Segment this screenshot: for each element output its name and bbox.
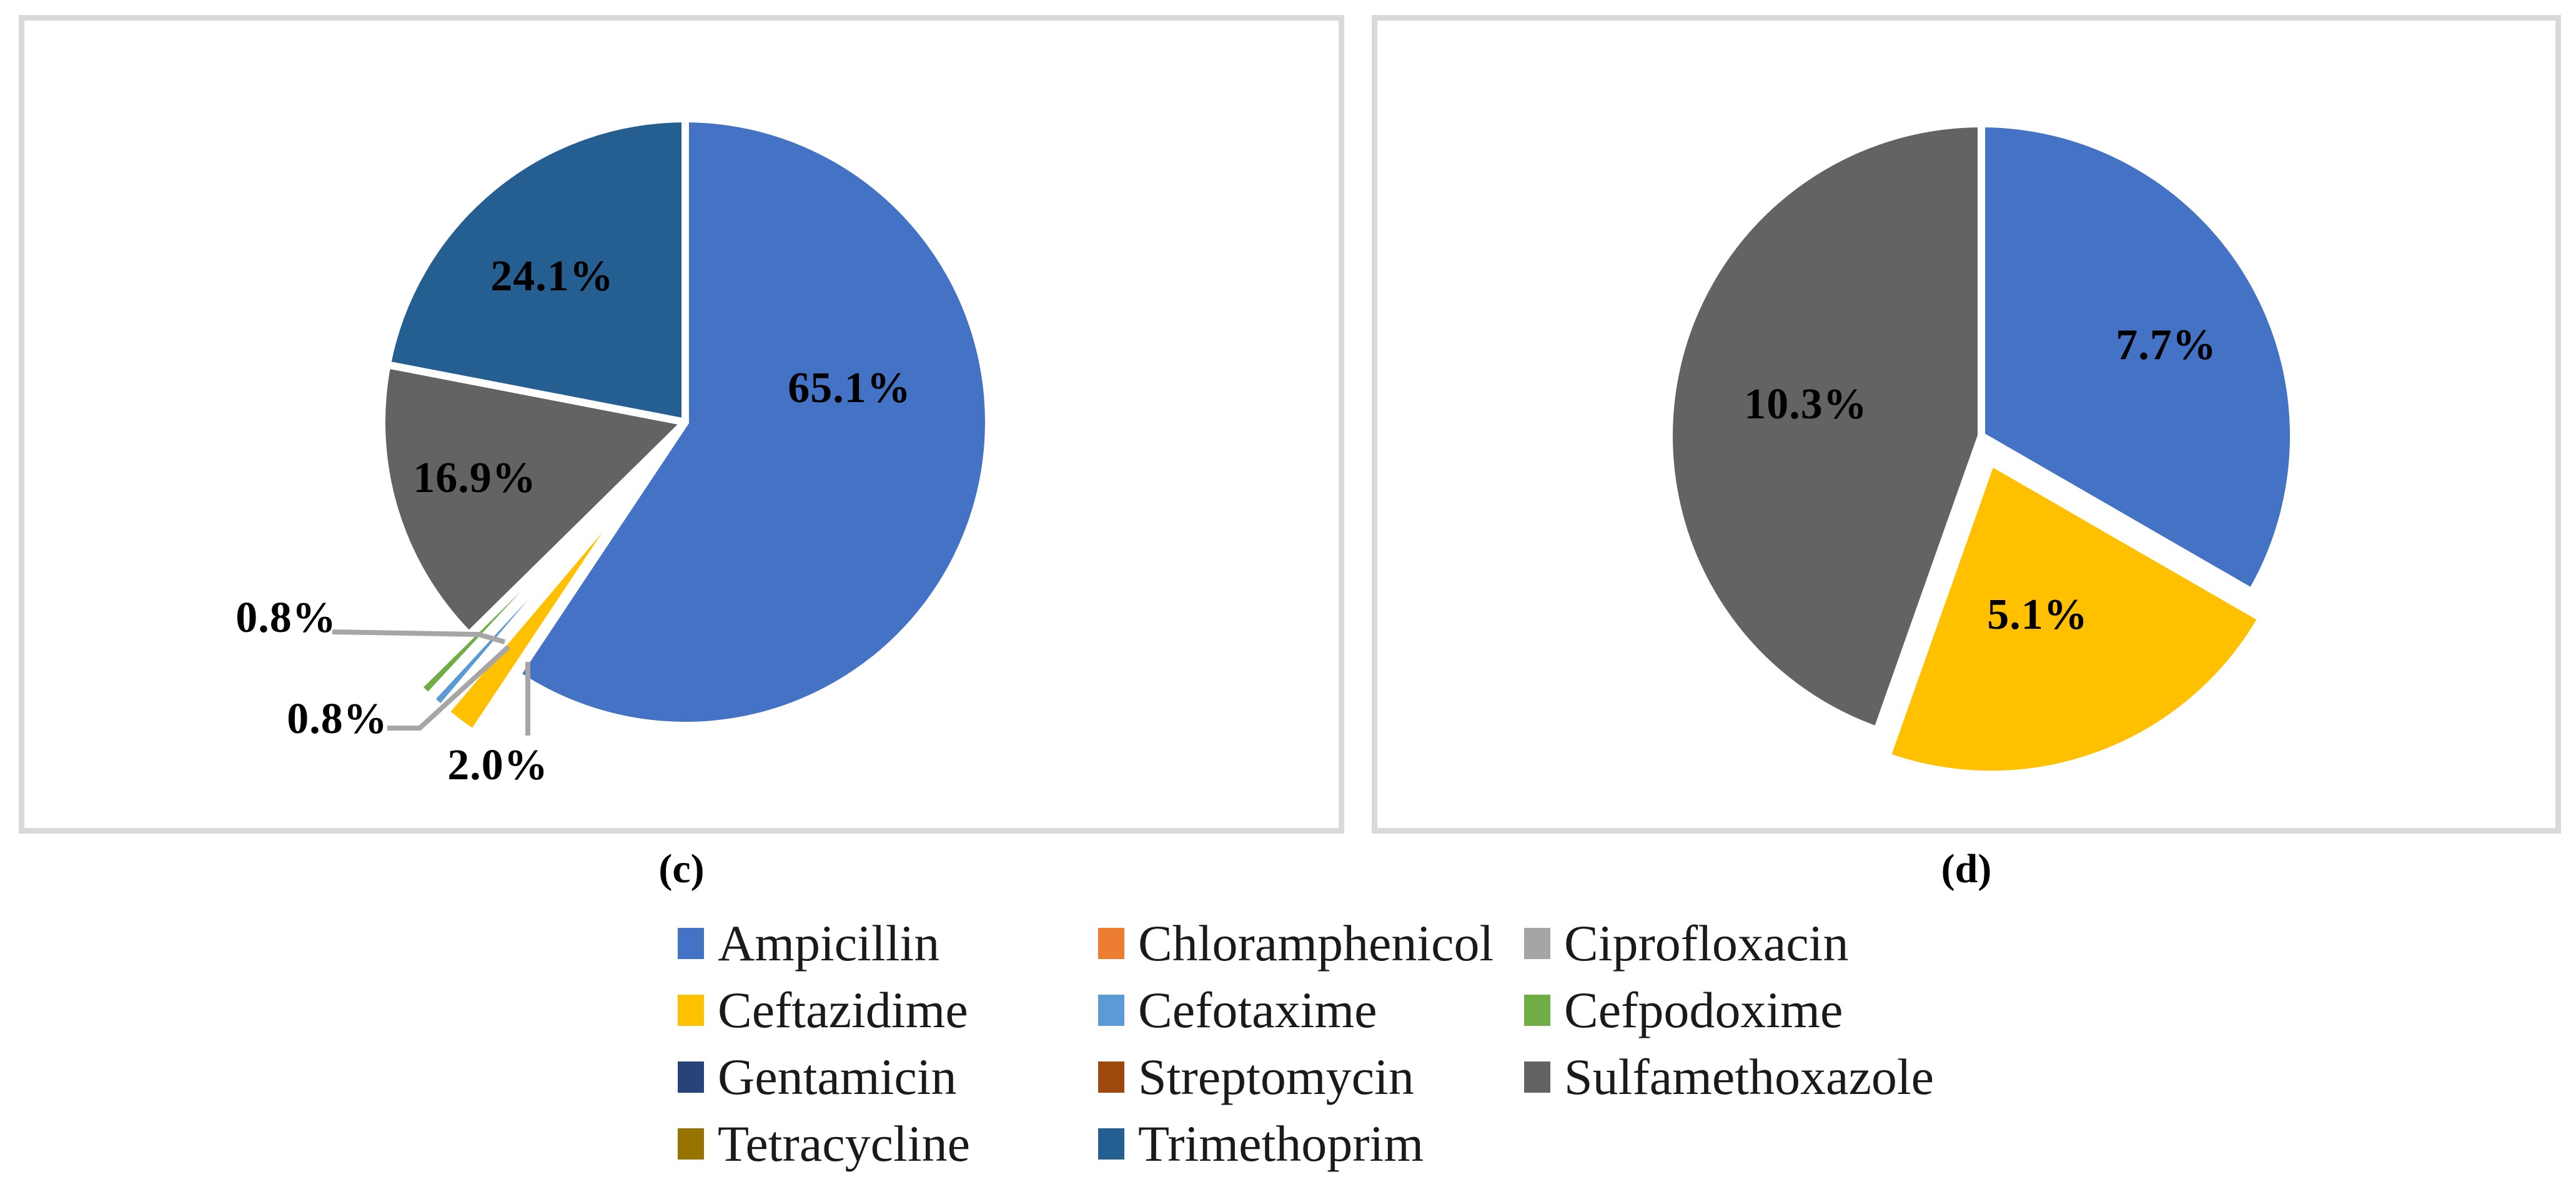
legend-label: Cefotaxime [1138, 981, 1377, 1038]
legend-item-cefotaxime: Cefotaxime [1098, 981, 1524, 1038]
pie-d-slice-ampicillin [1978, 120, 2297, 596]
pie-c-data-label: 24.1% [490, 252, 614, 300]
pie-c-data-label: 0.8% [235, 594, 337, 642]
legend-swatch-chloramphenicol [1098, 927, 1124, 959]
leader-line [387, 645, 510, 731]
legend-item-cefpodoxime: Cefpodoxime [1524, 981, 1986, 1038]
pie-c-data-label: 2.0% [447, 741, 548, 789]
legend-item-streptomycin: Streptomycin [1098, 1048, 1524, 1105]
pie-c-data-label: 65.1% [788, 364, 911, 412]
pie-c-data-label: 0.8% [287, 695, 388, 743]
legend-label: Ciprofloxacin [1564, 914, 1849, 972]
legend-label: Trimethoprim [1138, 1115, 1424, 1172]
pie-d [1665, 120, 2297, 779]
leader-line [332, 629, 506, 644]
legend-label: Sulfamethoxazole [1564, 1048, 1934, 1105]
pie-c-slice-sulfamethoxazole [378, 361, 689, 639]
legend-item-gentamicin: Gentamicin [678, 1048, 1098, 1105]
caption-c: (c) [658, 846, 705, 892]
legend: Ampicillin Chloramphenicol Ciprofloxacin Ce… [678, 910, 1986, 1177]
legend-item-chloramphenicol: Chloramphenicol [1098, 914, 1524, 972]
legend-item-tetracycline: Tetracycline [678, 1118, 1098, 1170]
legend-swatch-trimethoprim [1098, 1128, 1124, 1160]
legend-label: Streptomycin [1138, 1048, 1414, 1105]
pie-c [332, 115, 993, 737]
legend-label: Ceftazidime [718, 981, 968, 1038]
legend-label: Cefpodoxime [1564, 981, 1843, 1038]
legend-item-trimethoprim: Trimethoprim [1098, 1118, 1524, 1170]
pie-d-data-label: 10.3% [1744, 380, 1868, 428]
pie-c-slice-trimethoprim [383, 115, 689, 426]
legend-swatch-ceftazidime [678, 994, 704, 1026]
legend-item-ceftazidime: Ceftazidime [678, 981, 1098, 1038]
legend-label: Ampicillin [718, 914, 940, 972]
legend-swatch-ciprofloxacin [1524, 927, 1550, 959]
legend-label: Gentamicin [718, 1048, 957, 1105]
legend-label: Tetracycline [718, 1115, 970, 1172]
pie-c-slice-ceftazidime [442, 476, 645, 737]
legend-swatch-cefotaxime [1098, 994, 1124, 1026]
legend-swatch-tetracycline [678, 1128, 704, 1160]
pie-d-data-label: 7.7% [2116, 321, 2217, 369]
pie-c-data-label: 16.9% [413, 454, 537, 502]
pie-c-slice-ampicillin [513, 115, 993, 729]
legend-item-ciprofloxacin: Ciprofloxacin [1524, 914, 1986, 972]
legend-item-ampicillin: Ampicillin [678, 914, 1098, 972]
legend-label: Chloramphenicol [1138, 914, 1494, 972]
legend-swatch-cefpodoxime [1524, 994, 1550, 1026]
caption-d: (d) [1941, 846, 1992, 892]
pie-d-slice-sulfamethoxazole [1665, 120, 1985, 734]
pie-d-data-label: 5.1% [1987, 591, 2088, 639]
pie-d-slice-ceftazidime [1883, 458, 2266, 779]
legend-swatch-ampicillin [678, 927, 704, 959]
legend-swatch-gentamicin [678, 1061, 704, 1093]
legend-item-sulfamethoxazole: Sulfamethoxazole [1524, 1048, 1986, 1105]
legend-swatch-sulfamethoxazole [1524, 1061, 1550, 1093]
legend-swatch-streptomycin [1098, 1061, 1124, 1093]
